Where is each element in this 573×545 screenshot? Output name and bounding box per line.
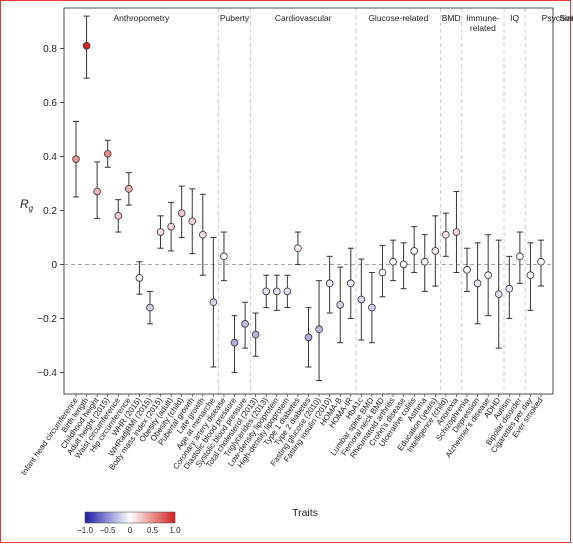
trait-point [336,301,345,309]
trait-point [72,155,80,163]
x-axis-label: Traits [292,507,318,519]
trait-point [325,279,334,288]
trait-points [72,15,545,382]
colorbar-tick-label: 0 [128,526,133,535]
trait-point [357,295,366,304]
group-label: Anthropometry [113,13,169,23]
group-label: Psychiatric [542,13,573,23]
colorbar-gradient [84,511,176,524]
y-tick-label: 0 [51,260,57,271]
group-label: Puberty [220,13,250,23]
trait-point [537,257,545,266]
y-tick-label: 0.8 [43,44,57,55]
trait-point [167,222,175,231]
trait-group-layer: Anthropometry Puberty Cardiovascular Glucos… [113,8,573,394]
y-tick-label: 0.6 [43,98,57,109]
group-label: Immune-related [466,13,500,33]
trait-point [484,271,492,280]
trait-point [494,290,503,298]
trait-point [304,333,313,342]
trait-point [346,279,355,288]
trait-point [251,330,260,339]
trait-point [505,284,514,293]
trait-point [146,303,154,312]
trait-point [442,230,450,239]
group-label: Cardiovascular [275,13,332,23]
trait-point [135,274,144,282]
y-tick-label: −0.2 [37,314,57,325]
colorbar-legend: −1.0 −0.5 0 0.5 1.0 [77,511,181,535]
trait-point [262,287,271,296]
trait-point [399,260,408,269]
trait-point [93,187,101,196]
colorbar-tick-label: −0.5 [100,526,116,535]
trait-point [463,266,471,274]
group-label: Glucose-related [368,13,428,23]
trait-point [114,212,123,220]
trait-point [526,271,535,280]
trait-point [283,287,292,296]
trait-point [156,228,165,236]
trait-point [516,252,524,261]
trait-point [220,252,228,261]
trait-point [473,279,482,288]
colorbar-tick-label: −1.0 [77,526,93,535]
y-tick-label: 0.2 [43,206,57,217]
group-label: IQ [510,13,519,23]
trait-point [82,41,91,50]
y-axis-label: Rg [20,197,34,213]
trait-point [272,287,281,296]
trait-point [452,228,461,236]
trait-point [315,325,323,334]
trait-point [410,247,418,255]
trait-point [103,149,112,158]
colorbar-tick-label: 1.0 [169,526,181,535]
trait-point [294,244,302,253]
trait-point [378,268,387,277]
colorbar-tick-label: 0.5 [147,526,159,535]
y-axis: −0.4 −0.2 0 0.2 0.4 0.6 0.8 [37,44,64,379]
y-tick-label: 0.4 [43,152,57,163]
y-tick-label: −0.4 [37,368,57,379]
trait-point [420,257,429,266]
trait-point [177,209,186,217]
group-label: BMD [442,13,461,23]
trait-point [199,230,207,239]
trait-point [230,338,239,347]
trait-point [209,298,218,307]
trait-point [188,217,197,226]
trait-point [368,303,376,312]
trait-point [241,320,249,328]
group-label: Smoking [560,13,573,23]
trait-point [125,185,133,193]
trait-point [389,257,397,266]
trait-point [431,247,440,255]
